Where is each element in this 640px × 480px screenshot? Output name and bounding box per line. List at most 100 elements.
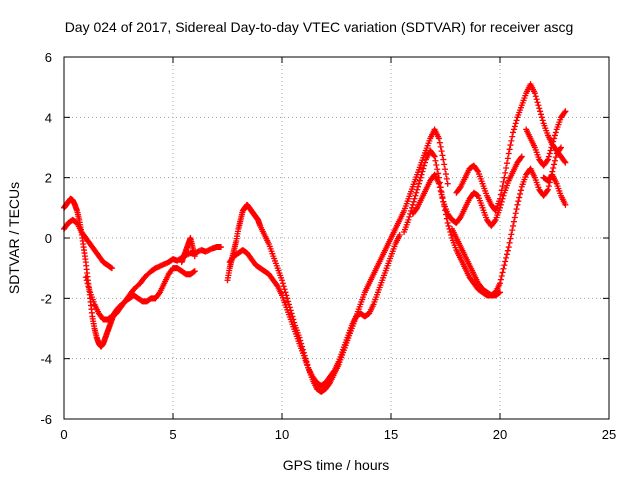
data-point [544,156,551,163]
data-point [503,254,510,261]
data-point [552,129,559,136]
data-point [330,368,337,375]
data-point [558,144,565,151]
data-point [516,194,523,201]
data-point [405,216,412,223]
data-point [436,184,443,191]
data-point [415,180,422,187]
data-point [503,251,510,258]
data-point [534,99,541,106]
data-point [456,215,463,222]
data-point [444,180,451,187]
data-point [85,283,92,290]
y-tick-label: -4 [40,352,52,367]
series-7 [409,153,525,229]
x-tick-label: 10 [275,427,289,442]
data-point [191,268,198,275]
data-point [501,174,508,181]
y-tick-label: 6 [45,50,52,65]
data-point [550,138,557,145]
data-point [156,290,163,297]
data-point [561,109,568,116]
data-point [438,148,445,155]
data-point [549,141,556,148]
data-point [497,191,504,198]
data-point [419,168,426,175]
y-axis-label: SDTVAR / TECUs [6,182,22,294]
data-point [510,129,517,136]
data-point [562,108,569,115]
ticks: 0 5 10 15 20 25 -6 -4 -2 0 2 4 6 [40,50,616,442]
series-1 [61,216,115,272]
y-tick-label: 4 [45,110,52,125]
y-tick-label: 2 [45,171,52,186]
data-point [439,152,446,159]
data-point [432,157,439,164]
data-point [544,186,551,193]
data-point [513,117,520,124]
data-point [413,206,420,213]
data-point [562,201,569,208]
data-point [510,218,517,225]
data-point [513,206,520,213]
data-point [433,161,440,168]
data-point [500,265,507,272]
data-point [83,277,90,284]
data-point [436,139,443,146]
data-point [504,155,511,162]
data-point [416,177,423,184]
data-point [86,286,93,293]
data-point [512,120,519,127]
series-2 [82,265,198,323]
data-point [442,166,449,173]
data-point [500,178,507,185]
data-point [539,117,546,124]
data-point [517,154,524,161]
data-point [499,183,506,190]
data-point [406,213,413,220]
data-point [535,102,542,109]
data-point [547,147,554,154]
data-point [537,108,544,115]
data-point [532,93,539,100]
data-point [503,165,510,172]
data-point [531,90,538,97]
series-5 [226,231,403,389]
data-point [509,133,516,140]
data-point [537,111,544,118]
data-point [507,235,514,242]
data-point [82,274,89,281]
data-point [562,159,569,166]
data-point [510,222,517,229]
data-point [84,280,91,287]
data-point [561,158,568,165]
data-point [544,187,551,194]
data-point [517,190,524,197]
data-point [502,258,509,265]
data-point [503,160,510,167]
data-point [497,195,503,202]
data-point [551,157,558,164]
data-point [421,162,428,169]
data-point [515,198,522,205]
x-tick-label: 15 [384,427,398,442]
x-tick-label: 20 [493,427,507,442]
data-point [217,244,224,251]
series-8 [449,225,503,299]
data-point [413,189,420,196]
data-point [546,150,553,157]
data-point [511,214,518,221]
data-point [518,153,525,160]
data-point [435,135,442,142]
data-point [439,195,446,202]
data-point [508,231,515,238]
data-point [491,218,498,225]
data-point [281,286,288,293]
data-point [444,219,451,226]
data-point [191,253,198,260]
data-point [435,180,442,187]
data-point [285,298,292,305]
y-tick-label: 0 [45,231,52,246]
data-point [273,282,280,289]
